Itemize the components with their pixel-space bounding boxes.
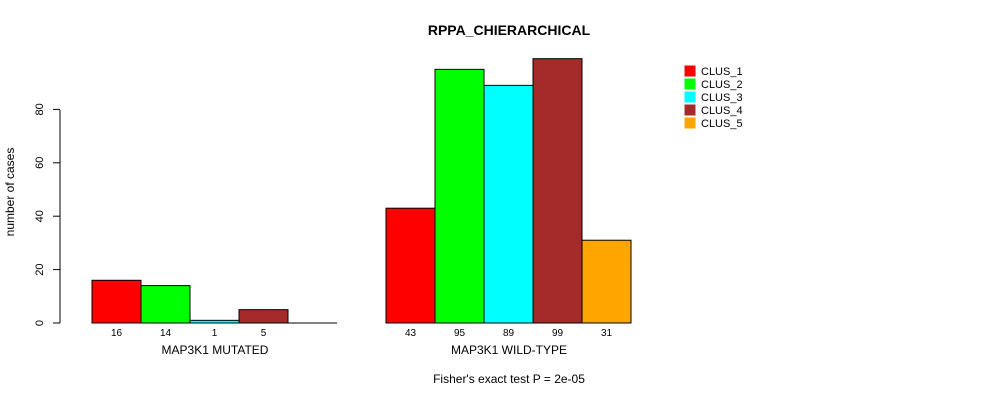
y-axis-ticks: 0 20 40 60 80 (34, 103, 60, 326)
bar-value-label-1-1: 16 (111, 328, 123, 339)
group-2: 43 95 89 99 31 MAP3K1 WILD-TYPE (385, 58, 632, 357)
bar-2-clus_4 (532, 58, 583, 324)
bar-value-label-1-2: 14 (160, 328, 172, 339)
bar-1-clus_4 (238, 309, 289, 324)
bar-2-clus_5 (581, 239, 632, 324)
legend-swatch-clus_4 (684, 104, 696, 116)
legend-label-clus_3: CLUS_3 (701, 92, 743, 104)
bar-1-clus_1 (91, 279, 142, 324)
bar-2-clus_3 (483, 84, 534, 324)
legend-swatch-clus_3 (684, 91, 696, 103)
legend-swatch-clus_5 (684, 117, 696, 129)
legend-swatch-clus_2 (684, 78, 696, 90)
bar-1-clus_2 (140, 285, 191, 324)
bar-2-clus_2 (434, 68, 485, 324)
bar-value-label-2-1: 43 (405, 328, 417, 339)
bar-value-label-2-3: 89 (503, 328, 515, 339)
y-tick-label-20: 20 (34, 263, 46, 275)
y-tick-label-40: 40 (34, 210, 46, 222)
fisher-test-footnote: Fisher's exact test P = 2e-05 (433, 372, 585, 386)
y-tick-label-80: 80 (34, 103, 46, 115)
legend-label-clus_5: CLUS_5 (701, 118, 743, 130)
bar-value-label-2-4: 99 (552, 328, 564, 339)
legend-label-clus_1: CLUS_1 (701, 66, 743, 78)
bar-groups: 16 14 1 5 MAP3K1 MUTATED 43 95 89 99 31 MAP3K1 WIL… (91, 58, 632, 357)
group-1: 16 14 1 5 MAP3K1 MUTATED (91, 279, 337, 357)
legend-label-clus_2: CLUS_2 (701, 79, 743, 91)
group-label-1: MAP3K1 MUTATED (162, 343, 269, 357)
group-label-2: MAP3K1 WILD-TYPE (451, 343, 567, 357)
chart-title: RPPA_CHIERARCHICAL (428, 22, 591, 38)
y-tick-label-60: 60 (34, 157, 46, 169)
bar-value-label-1-3: 1 (212, 328, 218, 339)
bar-1-clus_3 (189, 319, 240, 324)
bar-value-label-1-4: 5 (261, 328, 267, 339)
y-tick-label-0: 0 (34, 320, 46, 326)
y-axis-label: number of cases (3, 148, 17, 237)
legend-label-clus_4: CLUS_4 (701, 105, 743, 117)
bar-value-label-2-5: 31 (601, 328, 613, 339)
bar-2-clus_1 (385, 207, 436, 324)
legend-swatch-clus_1 (684, 65, 696, 77)
bar-value-label-2-2: 95 (454, 328, 466, 339)
